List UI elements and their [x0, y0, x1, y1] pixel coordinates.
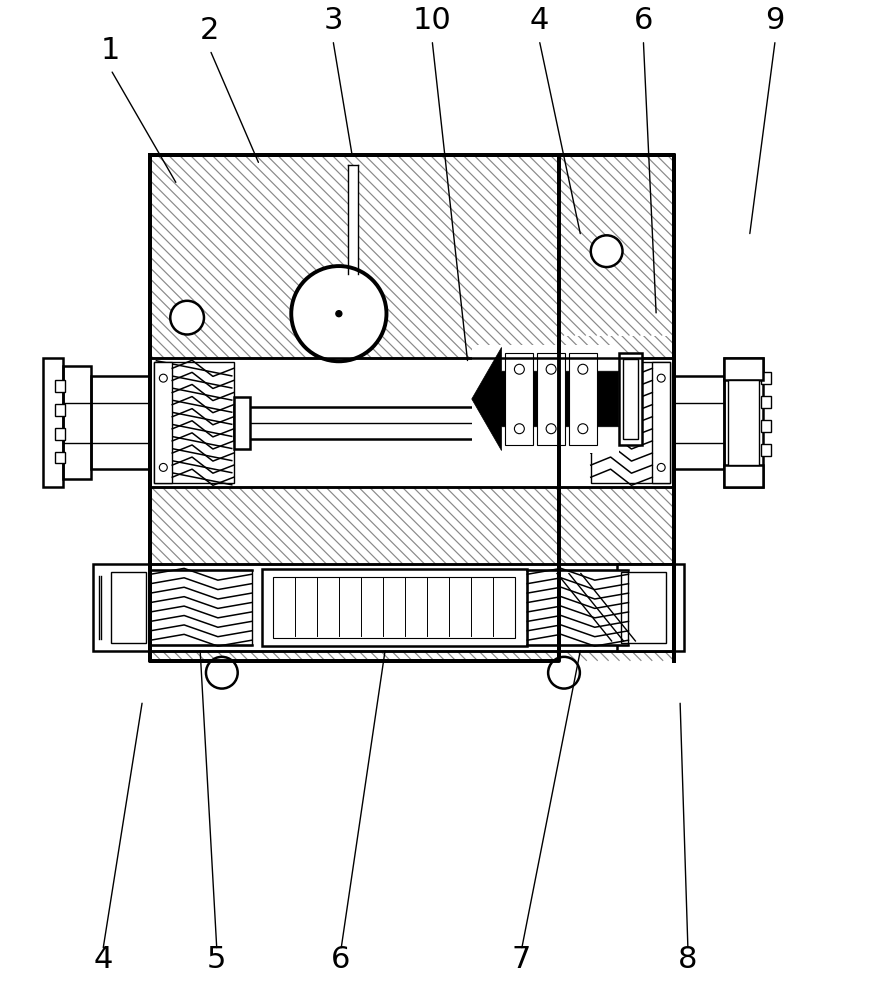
- Bar: [151, 570, 252, 645]
- Bar: [234, 407, 601, 439]
- Bar: [618, 353, 642, 445]
- Bar: [55, 452, 66, 463]
- Circle shape: [591, 235, 623, 267]
- Bar: [527, 570, 628, 645]
- Bar: [724, 358, 764, 380]
- Text: 3: 3: [323, 6, 343, 35]
- Bar: [569, 353, 597, 445]
- Circle shape: [159, 463, 167, 471]
- Bar: [63, 366, 91, 479]
- Bar: [569, 353, 597, 445]
- Bar: [623, 359, 639, 439]
- Bar: [261, 569, 527, 646]
- Bar: [55, 380, 66, 392]
- Bar: [618, 353, 642, 445]
- Bar: [724, 358, 764, 487]
- Circle shape: [159, 374, 167, 382]
- Bar: [154, 362, 234, 483]
- Bar: [617, 564, 684, 651]
- Bar: [91, 376, 151, 469]
- Bar: [506, 353, 533, 445]
- Text: 4: 4: [93, 945, 113, 974]
- Bar: [151, 570, 252, 645]
- Bar: [623, 359, 639, 439]
- Text: 1: 1: [101, 36, 120, 65]
- Bar: [591, 362, 670, 483]
- Bar: [274, 577, 516, 638]
- Bar: [761, 444, 772, 456]
- Bar: [727, 380, 759, 465]
- Text: 2: 2: [200, 16, 220, 45]
- Circle shape: [515, 364, 525, 374]
- Circle shape: [578, 424, 587, 434]
- Bar: [154, 362, 172, 483]
- Bar: [274, 577, 516, 638]
- Bar: [154, 362, 172, 483]
- Bar: [151, 155, 674, 661]
- Bar: [234, 407, 601, 439]
- Bar: [71, 564, 753, 651]
- Circle shape: [578, 364, 587, 374]
- Circle shape: [657, 463, 665, 471]
- Text: 7: 7: [511, 945, 531, 974]
- Bar: [591, 362, 670, 483]
- Text: 8: 8: [678, 945, 697, 974]
- Bar: [652, 362, 670, 483]
- Bar: [537, 353, 565, 445]
- Bar: [617, 564, 684, 651]
- Bar: [348, 165, 358, 274]
- Bar: [585, 397, 601, 449]
- Circle shape: [336, 311, 342, 317]
- Bar: [527, 570, 628, 645]
- Circle shape: [515, 424, 525, 434]
- Bar: [42, 358, 783, 487]
- Circle shape: [548, 657, 579, 689]
- Circle shape: [546, 424, 556, 434]
- Circle shape: [206, 657, 237, 689]
- Text: 5: 5: [207, 945, 227, 974]
- Bar: [724, 465, 764, 487]
- Bar: [537, 353, 565, 445]
- Bar: [93, 564, 151, 651]
- Bar: [234, 397, 250, 449]
- Bar: [43, 358, 63, 487]
- Bar: [727, 380, 759, 465]
- Circle shape: [291, 266, 386, 361]
- Text: 9: 9: [766, 6, 785, 35]
- Bar: [724, 358, 764, 487]
- Text: 10: 10: [413, 6, 452, 35]
- Bar: [55, 404, 66, 416]
- Circle shape: [170, 301, 204, 335]
- Bar: [43, 358, 63, 487]
- Bar: [674, 376, 724, 469]
- Bar: [761, 372, 772, 384]
- Bar: [761, 396, 772, 408]
- Bar: [91, 376, 151, 469]
- Bar: [111, 572, 146, 643]
- Bar: [55, 428, 66, 440]
- Bar: [93, 564, 151, 651]
- Text: 6: 6: [633, 6, 653, 35]
- Text: 4: 4: [530, 6, 549, 35]
- Bar: [471, 345, 618, 453]
- Bar: [620, 572, 666, 643]
- Bar: [559, 155, 674, 336]
- Text: 6: 6: [331, 945, 351, 974]
- Circle shape: [657, 374, 665, 382]
- Bar: [154, 362, 234, 483]
- Bar: [652, 362, 670, 483]
- Bar: [761, 420, 772, 432]
- Circle shape: [546, 364, 556, 374]
- Bar: [261, 569, 527, 646]
- Bar: [506, 353, 533, 445]
- Bar: [674, 376, 724, 469]
- Bar: [63, 366, 91, 479]
- Polygon shape: [471, 347, 618, 451]
